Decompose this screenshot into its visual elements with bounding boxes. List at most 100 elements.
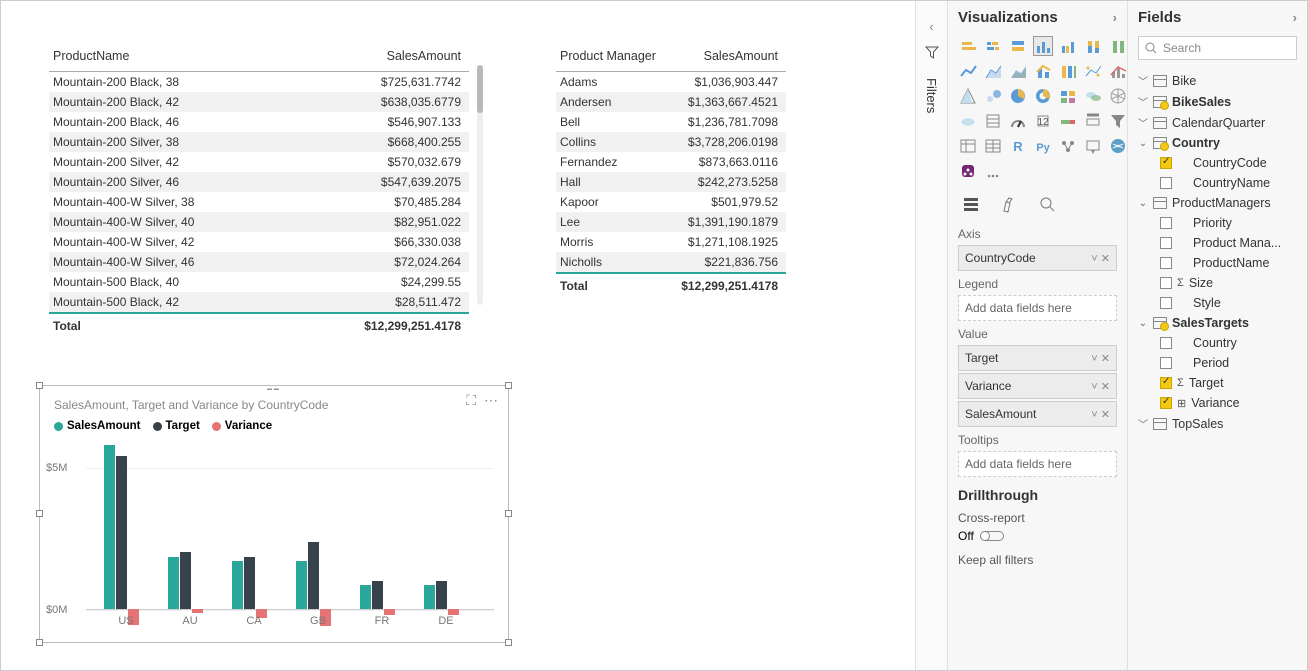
viz-type-icon[interactable] — [958, 111, 978, 131]
viz-type-icon[interactable]: 12 — [1033, 111, 1053, 131]
fields-table-topsales[interactable]: ﹀TopSales — [1138, 413, 1297, 434]
table-row[interactable]: Collins$3,728,206.0198 — [556, 132, 786, 152]
field-variance[interactable]: ⊞Variance — [1138, 393, 1297, 413]
chart-visual[interactable]: ━━ ⛶ ⋯ SalesAmount, Target and Variance … — [39, 385, 509, 643]
viz-type-icon[interactable] — [1083, 61, 1103, 81]
value-well-salesamount[interactable]: SalesAmount˅ ✕ — [958, 401, 1117, 427]
field-countryname[interactable]: CountryName — [1138, 173, 1297, 193]
field-size[interactable]: ΣSize — [1138, 273, 1297, 293]
viz-type-icon[interactable] — [983, 136, 1003, 156]
table-row[interactable]: Hall$242,273.5258 — [556, 172, 786, 192]
field-style[interactable]: Style — [1138, 293, 1297, 313]
table-row[interactable]: Lee$1,391,190.1879 — [556, 212, 786, 232]
table-row[interactable]: Nicholls$221,836.756 — [556, 252, 786, 273]
fields-search[interactable]: Search — [1138, 36, 1297, 60]
viz-type-icon[interactable] — [983, 36, 1003, 56]
viz-type-icon[interactable] — [1058, 111, 1078, 131]
viz-type-icon[interactable] — [1108, 36, 1127, 56]
viz-type-icon[interactable] — [1108, 111, 1127, 131]
table-row[interactable]: Mountain-400-W Silver, 40$82,951.022 — [49, 212, 469, 232]
viz-type-icon[interactable] — [1033, 36, 1053, 56]
viz-type-icon[interactable] — [1008, 61, 1028, 81]
fields-table-productmanagers[interactable]: ⌄ProductManagers — [1138, 193, 1297, 213]
viz-type-icon[interactable] — [1008, 86, 1028, 106]
table-row[interactable]: Kapoor$501,979.52 — [556, 192, 786, 212]
tooltips-well-empty[interactable]: Add data fields here — [958, 451, 1117, 477]
viz-type-icon[interactable] — [1058, 61, 1078, 81]
viz-type-icon[interactable] — [1083, 111, 1103, 131]
viz-type-icon[interactable] — [1083, 136, 1103, 156]
viz-type-icon[interactable] — [1108, 86, 1127, 106]
table-row[interactable]: Mountain-500 Black, 40$24,299.55 — [49, 272, 469, 292]
table-row[interactable]: Mountain-200 Black, 38$725,631.7742 — [49, 72, 469, 93]
axis-well-countrycode[interactable]: CountryCode˅ ✕ — [958, 245, 1117, 271]
col-manager[interactable]: Product Manager — [556, 43, 671, 72]
viz-type-icon[interactable] — [958, 86, 978, 106]
table-row[interactable]: Mountain-200 Black, 46$546,907.133 — [49, 112, 469, 132]
table-row[interactable]: Mountain-200 Silver, 42$570,032.679 — [49, 152, 469, 172]
more-options-icon[interactable]: ⋯ — [484, 392, 498, 409]
table-row[interactable]: Andersen$1,363,667.4521 — [556, 92, 786, 112]
fields-table-country[interactable]: ⌄Country — [1138, 133, 1297, 153]
viz-type-icon[interactable] — [983, 161, 1003, 181]
collapse-chevron-icon[interactable]: ‹ — [929, 19, 933, 34]
viz-type-icon[interactable] — [1083, 36, 1103, 56]
viz-type-icon[interactable] — [1108, 136, 1127, 156]
chevron-right-icon[interactable]: › — [1293, 10, 1297, 25]
field-countrycode[interactable]: CountryCode — [1138, 153, 1297, 173]
filters-panel-collapsed[interactable]: ‹ Filters — [915, 1, 947, 670]
table-row[interactable]: Fernandez$873,663.0116 — [556, 152, 786, 172]
table-row[interactable]: Bell$1,236,781.7098 — [556, 112, 786, 132]
viz-type-icon[interactable] — [1033, 61, 1053, 81]
field-priority[interactable]: Priority — [1138, 213, 1297, 233]
viz-type-icon[interactable] — [1108, 61, 1127, 81]
focus-mode-icon[interactable]: ⛶ — [466, 392, 476, 409]
cross-report-toggle[interactable]: Off — [958, 529, 1004, 543]
value-well-variance[interactable]: Variance˅ ✕ — [958, 373, 1117, 399]
col-salesamount[interactable]: SalesAmount — [295, 43, 469, 72]
viz-type-icon[interactable] — [958, 161, 978, 181]
table-row[interactable]: Adams$1,036,903.447 — [556, 72, 786, 93]
report-canvas[interactable]: ProductName SalesAmount Mountain-200 Bla… — [1, 1, 915, 670]
field-target[interactable]: ΣTarget — [1138, 373, 1297, 393]
scrollbar-thumb[interactable] — [477, 65, 483, 113]
grip-icon[interactable]: ━━ — [267, 385, 281, 394]
field-period[interactable]: Period — [1138, 353, 1297, 373]
table-row[interactable]: Mountain-400-W Silver, 38$70,485.284 — [49, 192, 469, 212]
viz-type-icon[interactable] — [1058, 36, 1078, 56]
table-row[interactable]: Morris$1,271,108.1925 — [556, 232, 786, 252]
viz-type-icon[interactable] — [983, 61, 1003, 81]
field-productname[interactable]: ProductName — [1138, 253, 1297, 273]
fields-tab-icon[interactable] — [962, 195, 980, 213]
fields-table-calendarquarter[interactable]: ﹀CalendarQuarter — [1138, 112, 1297, 133]
table-row[interactable]: Mountain-200 Silver, 38$668,400.255 — [49, 132, 469, 152]
col-salesamount2[interactable]: SalesAmount — [671, 43, 786, 72]
col-productname[interactable]: ProductName — [49, 43, 295, 72]
analytics-tab-icon[interactable] — [1038, 195, 1056, 213]
format-tab-icon[interactable] — [1000, 195, 1018, 213]
table-row[interactable]: Mountain-400-W Silver, 42$66,330.038 — [49, 232, 469, 252]
viz-type-icon[interactable] — [1033, 86, 1053, 106]
fields-table-bike[interactable]: ﹀Bike — [1138, 70, 1297, 91]
viz-type-icon[interactable] — [1083, 86, 1103, 106]
viz-type-icon[interactable] — [1058, 86, 1078, 106]
fields-table-salestargets[interactable]: ⌄SalesTargets — [1138, 313, 1297, 333]
viz-type-icon[interactable] — [1008, 36, 1028, 56]
table-row[interactable]: Mountain-500 Black, 42$28,511.472 — [49, 292, 469, 313]
table-row[interactable]: Mountain-200 Black, 42$638,035.6779 — [49, 92, 469, 112]
fields-table-bikesales[interactable]: ﹀BikeSales — [1138, 91, 1297, 112]
viz-type-icon[interactable] — [958, 136, 978, 156]
table-row[interactable]: Mountain-200 Silver, 46$547,639.2075 — [49, 172, 469, 192]
viz-type-icon[interactable] — [1008, 111, 1028, 131]
value-well-target[interactable]: Target˅ ✕ — [958, 345, 1117, 371]
viz-type-icon[interactable] — [958, 61, 978, 81]
chevron-right-icon[interactable]: › — [1113, 10, 1117, 25]
field-productmana[interactable]: Product Mana... — [1138, 233, 1297, 253]
viz-type-icon[interactable]: Py — [1033, 136, 1053, 156]
viz-type-icon[interactable] — [983, 111, 1003, 131]
viz-type-icon[interactable] — [958, 36, 978, 56]
viz-type-icon[interactable] — [1058, 136, 1078, 156]
table-row[interactable]: Mountain-400-W Silver, 46$72,024.264 — [49, 252, 469, 272]
field-country[interactable]: Country — [1138, 333, 1297, 353]
viz-type-icon[interactable] — [983, 86, 1003, 106]
